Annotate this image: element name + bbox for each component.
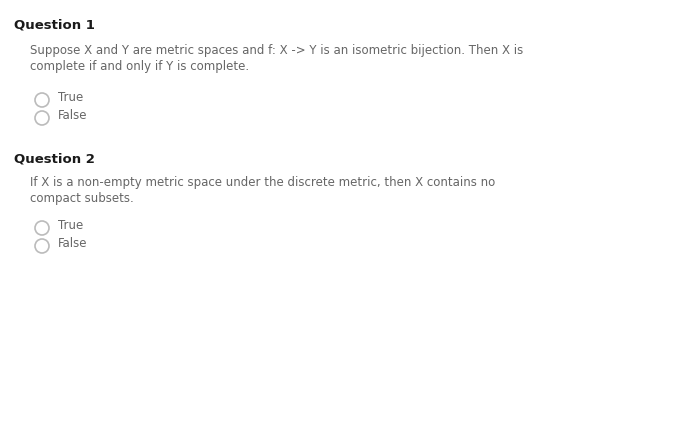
Text: True: True [58,91,83,104]
Text: compact subsets.: compact subsets. [30,192,133,205]
Text: If X is a non-empty metric space under the discrete metric, then X contains no: If X is a non-empty metric space under t… [30,176,495,189]
Text: Suppose X and Y are metric spaces and f: X -> Y is an isometric bijection. Then : Suppose X and Y are metric spaces and f:… [30,44,524,57]
Text: False: False [58,109,87,122]
Text: False: False [58,237,87,250]
Text: Question 1: Question 1 [14,18,95,31]
Text: True: True [58,219,83,232]
Text: Question 2: Question 2 [14,152,95,165]
Text: complete if and only if Y is complete.: complete if and only if Y is complete. [30,60,249,73]
